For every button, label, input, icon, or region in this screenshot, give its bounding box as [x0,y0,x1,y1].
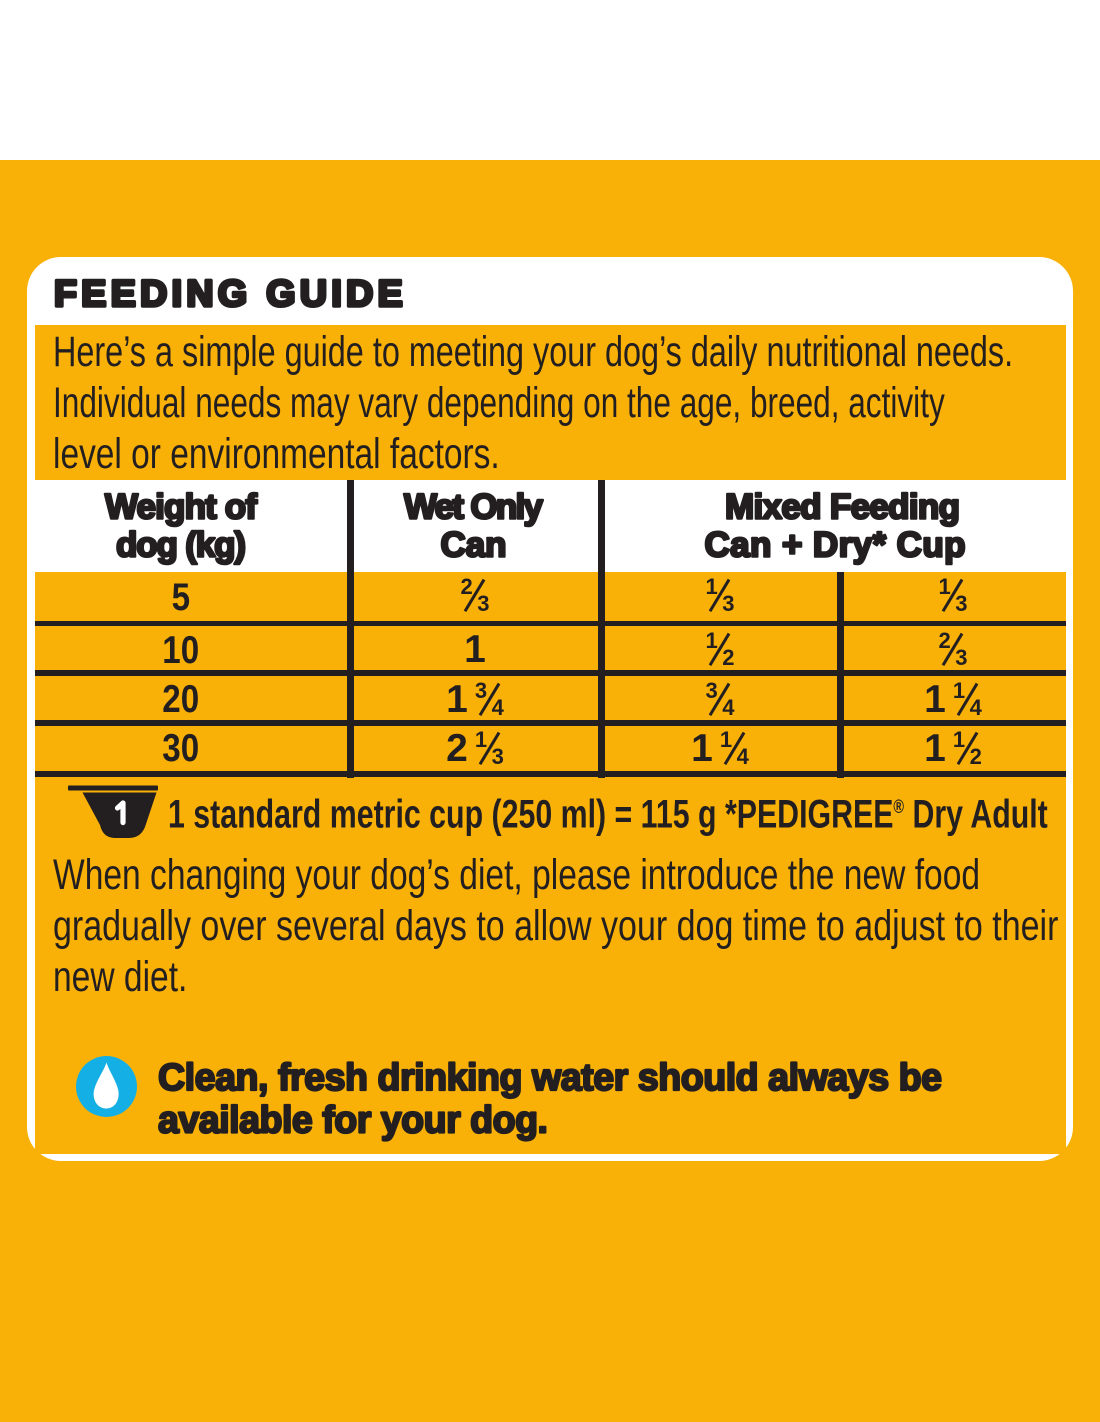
svg-text:FEEDING GUIDE: FEEDING GUIDE [54,272,407,314]
svg-text:Mixed Feeding: Mixed Feeding [725,487,960,526]
svg-text:available for your dog.: available for your dog. [158,1099,548,1141]
svg-text:Wet Only: Wet Only [404,487,544,526]
svg-text:Weight of: Weight of [105,487,257,526]
svg-text:Can + Dry* Cup: Can + Dry* Cup [705,525,966,564]
svg-text:dog (kg): dog (kg) [116,525,246,564]
svg-text:Can: Can [441,525,507,564]
svg-text:Clean, fresh drinking water sh: Clean, fresh drinking water should alway… [158,1056,942,1098]
